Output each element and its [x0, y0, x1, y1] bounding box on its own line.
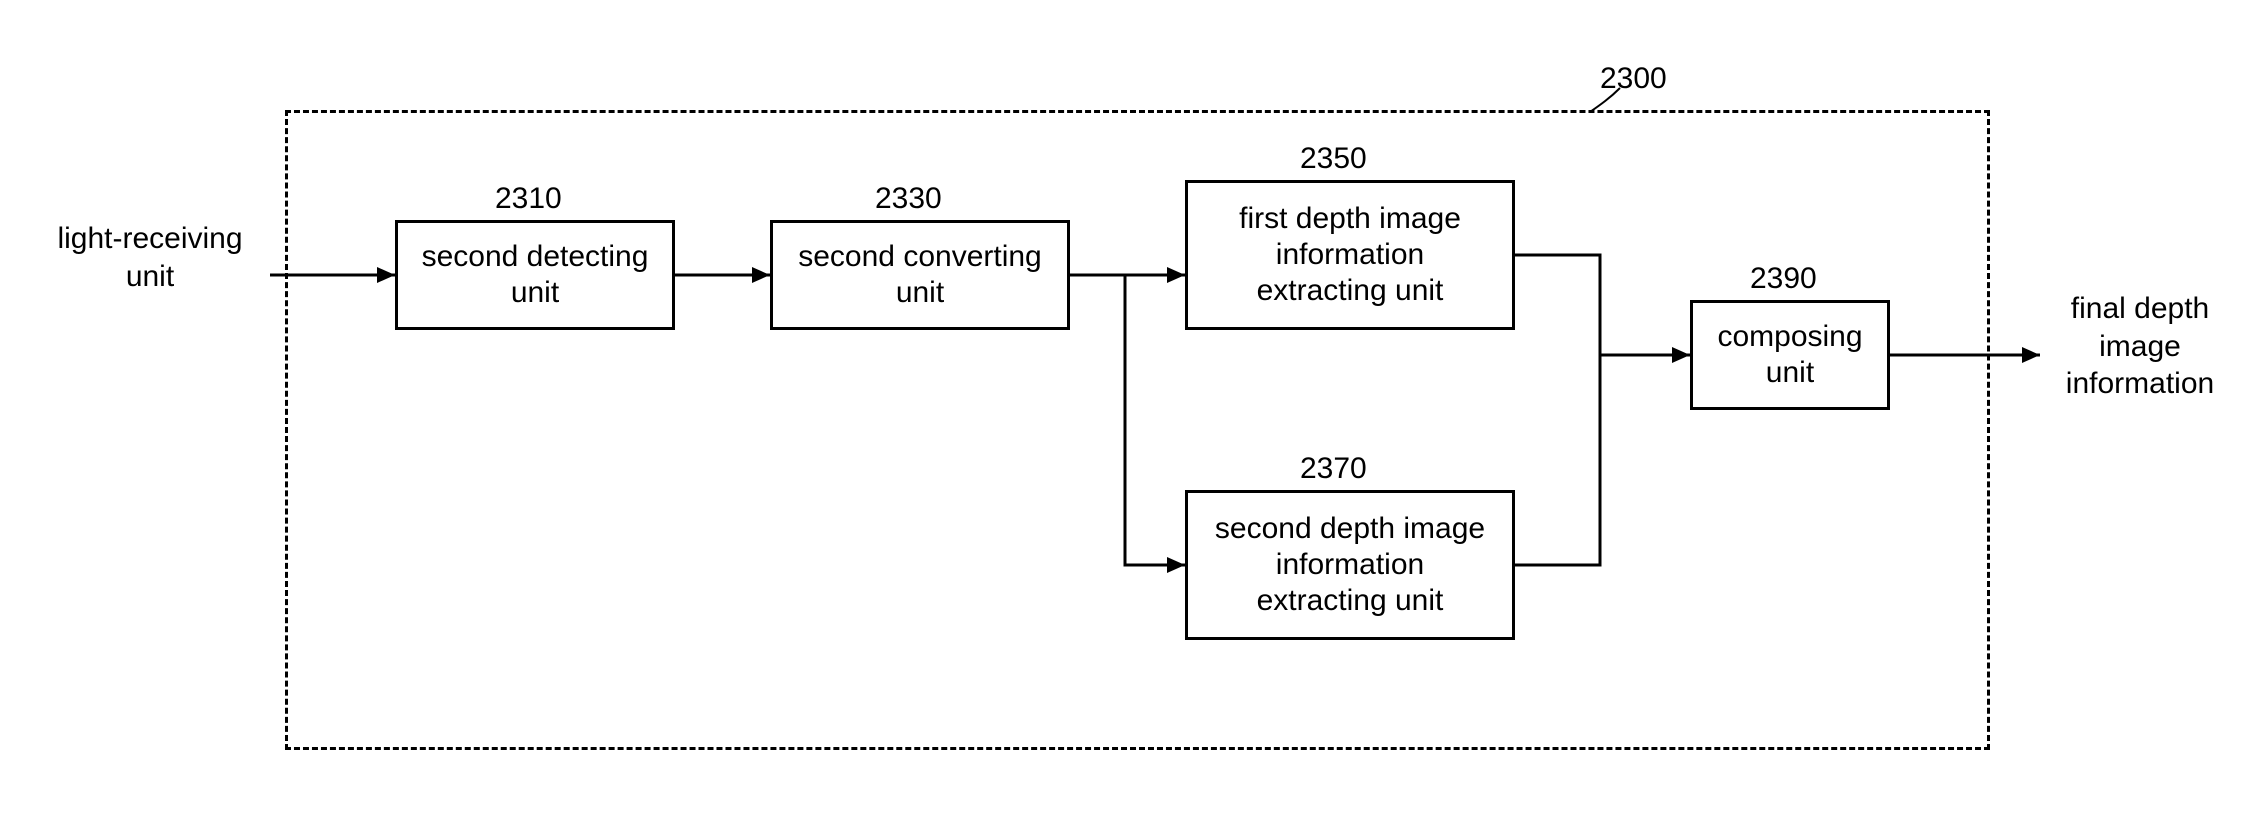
input-label: light-receivingunit — [30, 220, 270, 295]
block-2330: second convertingunit — [770, 220, 1070, 330]
diagram-canvas: second detectingunit second convertingun… — [0, 0, 2248, 834]
label-2300: 2300 — [1600, 60, 1667, 98]
label-2330: 2330 — [875, 180, 942, 218]
block-2390: composingunit — [1690, 300, 1890, 410]
label-2310: 2310 — [495, 180, 562, 218]
label-2390: 2390 — [1750, 260, 1817, 298]
label-2350: 2350 — [1300, 140, 1367, 178]
block-2370: second depth imageinformationextracting … — [1185, 490, 1515, 640]
block-2350: first depth imageinformationextracting u… — [1185, 180, 1515, 330]
block-2310: second detectingunit — [395, 220, 675, 330]
output-label: final depthimageinformation — [2040, 290, 2240, 403]
label-2370: 2370 — [1300, 450, 1367, 488]
